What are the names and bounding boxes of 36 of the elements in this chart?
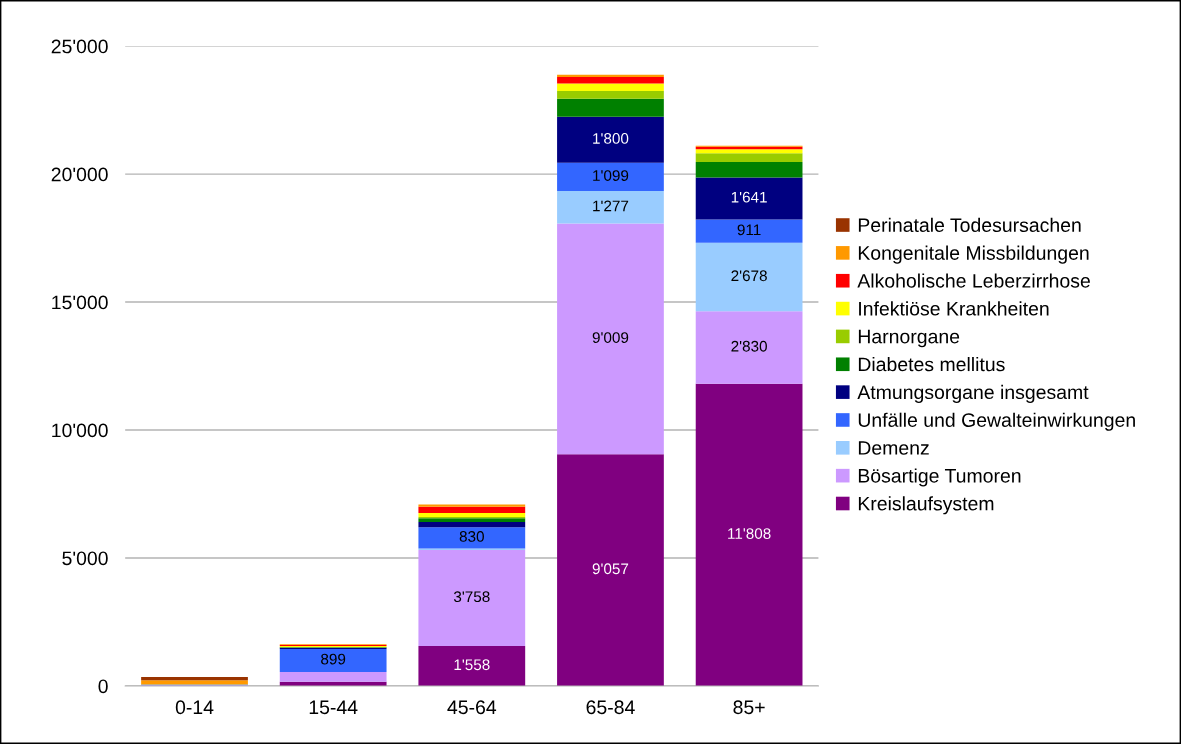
legend-label: Infektiöse Krankheiten bbox=[859, 301, 1049, 316]
data-label: 3'758 bbox=[453, 591, 490, 603]
legend-label: Bösartige Tumoren bbox=[858, 468, 1021, 487]
legend-label: Atmungsorgane insgesamt bbox=[857, 384, 1089, 403]
legend-label: Diabetes mellitus bbox=[858, 356, 1005, 372]
legend-label: Kongenitale Missbildungen bbox=[858, 245, 1089, 264]
x-tick-label: 85+ bbox=[733, 700, 765, 715]
data-label: 9'009 bbox=[592, 332, 629, 343]
data-label: 1'641 bbox=[731, 191, 767, 203]
y-tick-label: 25'000 bbox=[51, 39, 108, 54]
x-tick-label: 15-44 bbox=[309, 700, 358, 715]
data-label: 899 bbox=[321, 653, 346, 665]
x-tick-label: 0-14 bbox=[175, 700, 214, 715]
data-label: 1'558 bbox=[454, 659, 490, 671]
y-tick-label: 15'000 bbox=[52, 295, 108, 310]
x-tick-label: 45-64 bbox=[447, 700, 497, 715]
data-label: 2'678 bbox=[731, 270, 767, 282]
y-tick-label: 5'000 bbox=[62, 551, 108, 566]
data-label: 9'057 bbox=[592, 563, 629, 575]
y-tick-label: 20'000 bbox=[51, 167, 108, 182]
x-tick-label: 65-84 bbox=[586, 700, 635, 715]
legend-label: Unfälle und Gewalteinwirkungen bbox=[858, 412, 1135, 431]
legend-label: Harnorgane bbox=[858, 329, 960, 348]
y-tick-label: 10'000 bbox=[52, 423, 108, 438]
data-label: 11'808 bbox=[728, 528, 771, 539]
data-label: 1'277 bbox=[593, 200, 629, 212]
data-label: 830 bbox=[459, 531, 484, 542]
legend-label: Kreislaufsystem bbox=[858, 496, 994, 515]
y-tick-label: 0 bbox=[98, 679, 108, 694]
data-label: 2'830 bbox=[731, 340, 767, 352]
data-label: 1'099 bbox=[593, 170, 629, 181]
data-label: 1'800 bbox=[593, 133, 629, 144]
legend-label: Alkoholische Leberzirrhose bbox=[857, 273, 1090, 288]
legend-label: Perinatale Todesursachen bbox=[858, 217, 1081, 233]
data-label: 911 bbox=[737, 224, 761, 236]
legend-label: Demenz bbox=[858, 441, 929, 455]
